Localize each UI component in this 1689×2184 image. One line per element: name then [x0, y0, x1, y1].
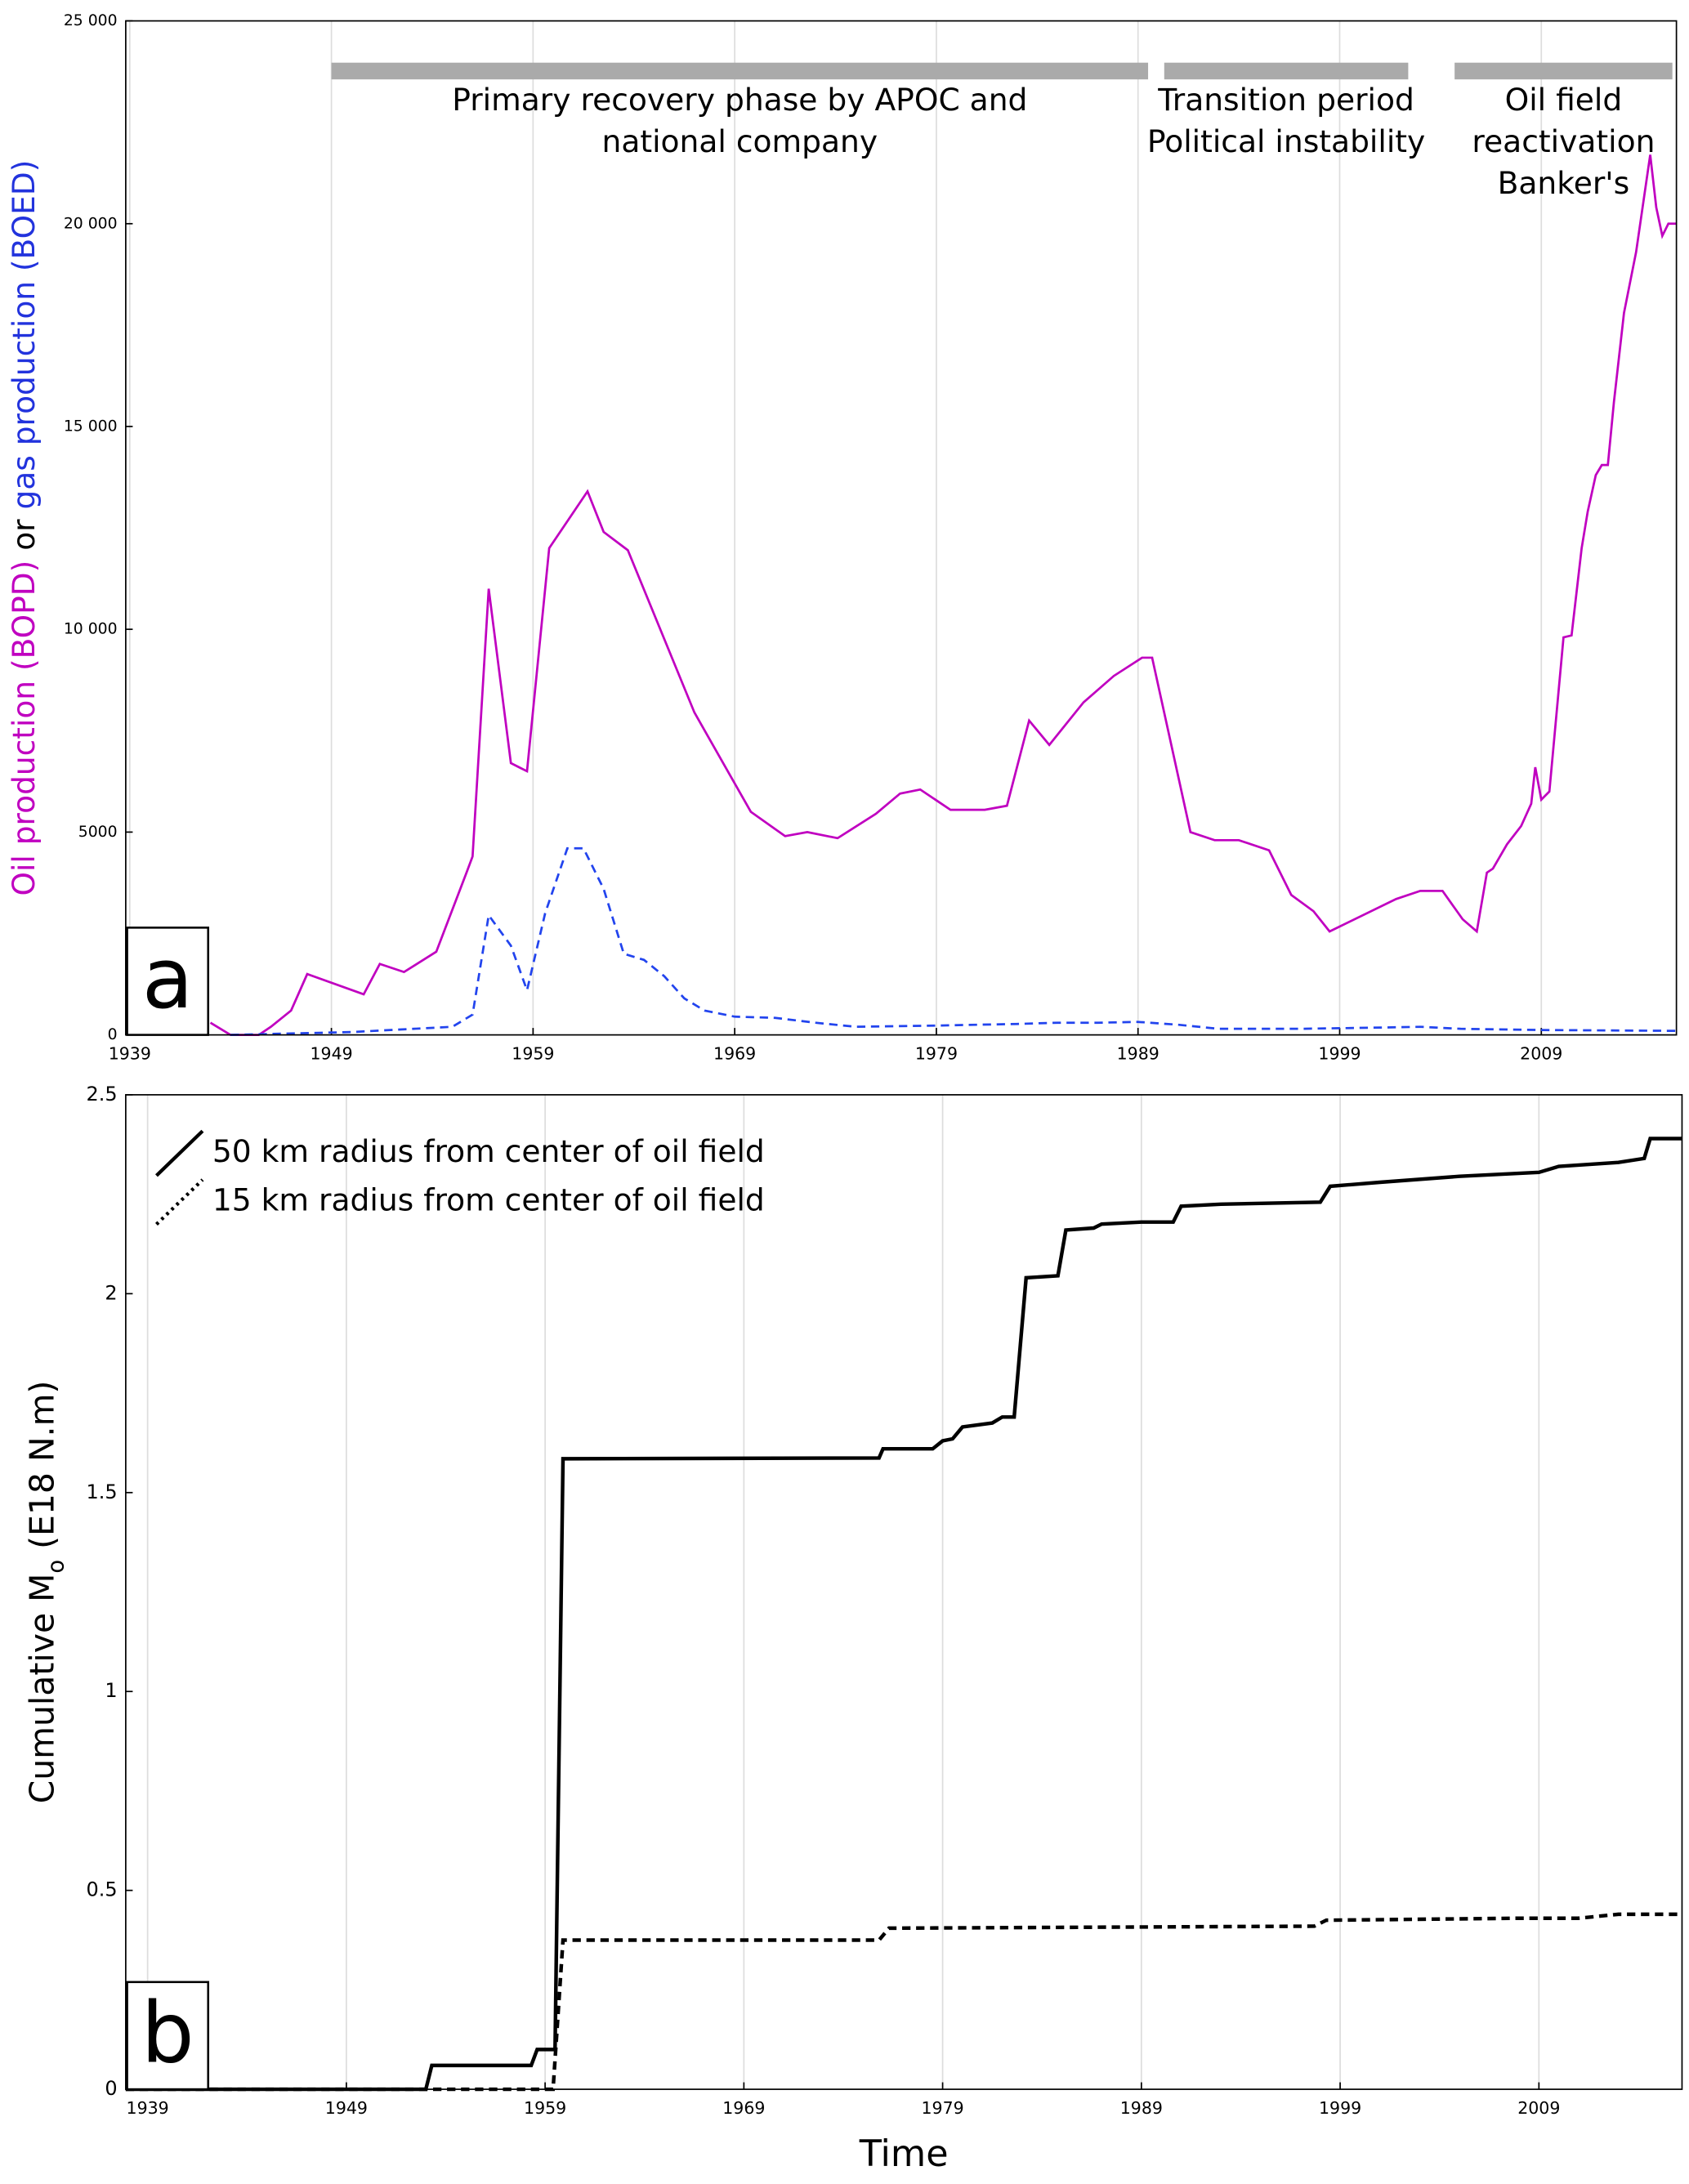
data-line [125, 1912, 1682, 2092]
x-tick-label: 1969 [713, 1043, 756, 1063]
y-tick-label: 0 [108, 1026, 118, 1043]
data-line [209, 154, 1677, 1036]
x-tick-label: 1959 [512, 1043, 554, 1063]
y-axis-label-part: (E18 N.m) [23, 1381, 62, 1560]
y-tick-label: 15 000 [64, 418, 118, 435]
plot-frame [125, 20, 1678, 1036]
x-axis-label: Time [859, 2133, 949, 2175]
x-tick-label: 1949 [325, 2098, 368, 2118]
panel: 1939 1949 1959 1969 1979 1989 1999 2009 0 0.5 1 1.5… [23, 1083, 1683, 2175]
panel-box [126, 927, 210, 1036]
x-tick-label: 1989 [1117, 1043, 1160, 1063]
y-tick-label: 0 [105, 2077, 117, 2100]
x-tick-label: 1939 [109, 1043, 151, 1063]
panel-label: a [142, 931, 194, 1028]
y-axis-label-part: gas production (BOED) [5, 160, 41, 510]
period-label: Oil field [1505, 82, 1623, 118]
legend-label: 15 km radius from center of oil field [212, 1182, 765, 1218]
period-label: Banker's [1498, 165, 1630, 201]
x-tick-label: 1969 [722, 2098, 765, 2118]
x-tick-label: 1979 [922, 2098, 964, 2118]
y-axis-label-part: or [5, 510, 41, 561]
y-tick-label: 25 000 [64, 12, 118, 29]
period-label: Political instability [1147, 123, 1425, 159]
legend-marker [154, 1178, 204, 1226]
period-bar [1164, 62, 1409, 80]
x-tick-label: 1939 [127, 2098, 169, 2118]
legend-label: 50 km radius from center of oil field [212, 1133, 765, 1169]
period-label: national company [601, 123, 878, 159]
period-bar [1454, 62, 1673, 80]
data-line [230, 846, 1677, 1036]
y-tick-label: 1 [105, 1679, 117, 1702]
panel-label: b [141, 1985, 194, 2083]
y-axis-label-part: Cumulative M [23, 1574, 62, 1804]
panel-box [126, 1981, 210, 2091]
y-tick-label: 10 000 [64, 621, 118, 638]
y-tick-label: 2.5 [87, 1083, 118, 1105]
x-tick-label: 1979 [915, 1043, 958, 1063]
y-axis-label-part: Oil production (BOPD) [5, 561, 41, 896]
x-tick-label: 1949 [311, 1043, 353, 1063]
y-tick-label: 20 000 [64, 215, 118, 232]
period-label: reactivation [1472, 123, 1655, 159]
x-tick-label: 1959 [524, 2098, 566, 2118]
period-label: Primary recovery phase by APOC and [452, 82, 1027, 118]
panel: 1939 1949 1959 1969 1979 1989 1999 2009 0 5000 10 … [5, 12, 1678, 1063]
x-tick-label: 2009 [1520, 1043, 1562, 1063]
data-line [125, 1137, 1682, 2092]
period-bar [331, 62, 1149, 80]
y-tick-label: 1.5 [87, 1481, 118, 1503]
x-tick-label: 1989 [1120, 2098, 1163, 2118]
y-tick-label: 2 [105, 1281, 117, 1304]
y-tick-label: 0.5 [87, 1878, 118, 1901]
y-axis-label-part: o [44, 1560, 69, 1574]
y-tick-label: 5000 [78, 824, 118, 841]
x-tick-label: 2009 [1517, 2098, 1560, 2118]
x-tick-label: 1999 [1318, 1043, 1361, 1063]
period-label: Transition period [1157, 82, 1414, 118]
plot-frame [125, 1094, 1683, 2090]
y-axis-label: Oil production (BOPD) or gas production … [5, 160, 41, 896]
x-tick-label: 1999 [1319, 2098, 1361, 2118]
y-axis-label: Cumulative Mo (E18 N.m) [23, 1381, 69, 1804]
legend-marker [154, 1129, 204, 1177]
